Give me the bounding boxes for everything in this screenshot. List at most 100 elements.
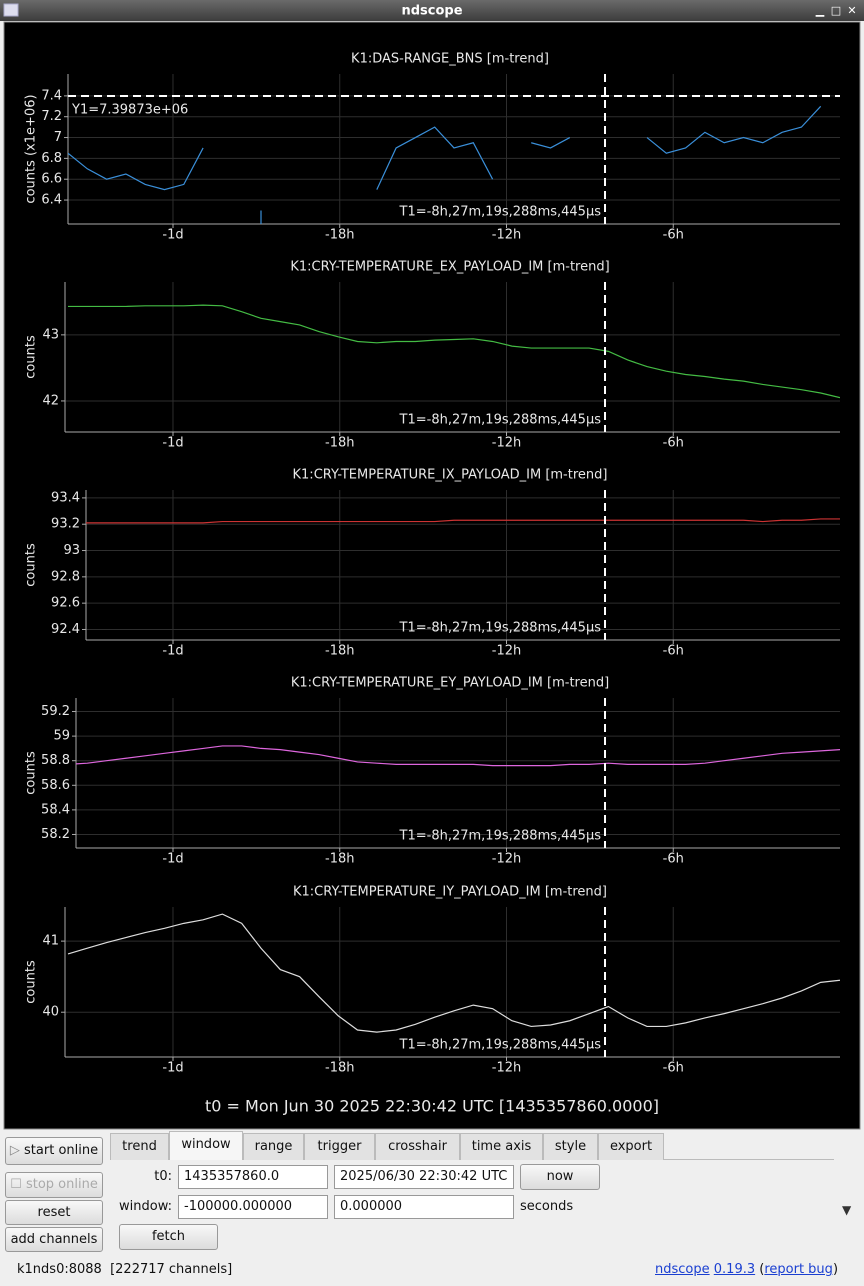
t0-label: t0 = Mon Jun 30 2025 22:30:42 UTC [14353… [205, 1097, 659, 1116]
x-tick-label: -18h [325, 644, 354, 659]
paren: ( [759, 1262, 765, 1277]
t1-label: T1=-8h,27m,19s,288ms,445µs [399, 1038, 602, 1053]
x-tick-label: -12h [492, 644, 521, 659]
reset-button[interactable]: reset [5, 1200, 103, 1225]
y-tick-label: 92.4 [51, 622, 80, 637]
t0-gps-input[interactable]: 1435357860.0 [178, 1165, 328, 1189]
x-tick-label: -6h [663, 436, 684, 451]
x-tick-label: -18h [325, 1061, 354, 1076]
x-tick-label: -1d [162, 228, 183, 243]
y-tick-label: 40 [42, 1005, 59, 1020]
channel-count: [222717 channels] [110, 1262, 233, 1277]
x-tick-label: -6h [663, 1061, 684, 1076]
tab[interactable]: style [543, 1133, 598, 1160]
y-tick-label: 6.4 [41, 193, 62, 208]
y-tick-label: 43 [42, 327, 59, 342]
tab[interactable]: trend [110, 1133, 169, 1160]
window-field-label: window: [119, 1199, 172, 1214]
tab[interactable]: trigger [304, 1133, 375, 1160]
plot-title: K1:DAS-RANGE_BNS [m-trend] [351, 52, 549, 67]
y-tick-label: 7.4 [41, 88, 62, 103]
y-axis-label: counts (x1e+06) [24, 94, 39, 203]
y-tick-label: 93.2 [51, 517, 80, 532]
trend-line [76, 745, 840, 767]
y-tick-label: 42 [42, 393, 59, 408]
t1-label: T1=-8h,27m,19s,288ms,445µs [399, 829, 602, 844]
plot-title: K1:CRY-TEMPERATURE_IX_PAYLOAD_IM [m-tren… [293, 468, 608, 483]
trend-line [86, 518, 840, 524]
y1-label: Y1=7.39873e+06 [71, 103, 188, 118]
x-tick-label: -18h [325, 228, 354, 243]
x-tick-label: -1d [162, 644, 183, 659]
add-channels-button[interactable]: add channels [5, 1227, 103, 1252]
tab-active[interactable]: window [169, 1131, 243, 1160]
x-tick-label: -12h [492, 852, 521, 867]
tab[interactable]: time axis [460, 1133, 543, 1160]
t0-utc-input[interactable]: 2025/06/30 22:30:42 UTC [334, 1165, 514, 1189]
x-tick-label: -18h [325, 852, 354, 867]
plot-title: K1:CRY-TEMPERATURE_IY_PAYLOAD_IM [m-tren… [293, 885, 607, 900]
window-icon [3, 3, 19, 17]
close[interactable]: ✕ [847, 4, 856, 17]
y-tick-label: 6.6 [41, 172, 62, 187]
expand-arrow[interactable]: ▼ [842, 1203, 852, 1217]
version-link[interactable]: 0.19.3 [713, 1262, 756, 1277]
t1-label: T1=-8h,27m,19s,288ms,445µs [399, 413, 602, 428]
status-version: ndscope 0.19.3 (report bug) [655, 1262, 838, 1277]
x-tick-label: -12h [492, 436, 521, 451]
start-online-button[interactable]: ▷ start online [5, 1137, 103, 1165]
x-tick-label: -6h [663, 852, 684, 867]
paren: ) [832, 1262, 839, 1277]
title-bar [0, 0, 864, 21]
server: k1nds0:8088 [17, 1262, 102, 1277]
units-label: seconds [520, 1199, 574, 1214]
y-axis-label: counts [24, 960, 39, 1004]
x-tick-label: -18h [325, 436, 354, 451]
report-bug-link[interactable]: report bug [764, 1262, 833, 1277]
y-axis-label: counts [24, 751, 39, 795]
y-tick-label: 59 [53, 729, 70, 744]
y-tick-label: 58.8 [41, 753, 70, 768]
t1-label: T1=-8h,27m,19s,288ms,445µs [399, 621, 602, 636]
tab[interactable]: export [598, 1133, 664, 1160]
y-tick-label: 58.2 [41, 827, 70, 842]
x-tick-label: -12h [492, 1061, 521, 1076]
minimize[interactable]: ▁ [815, 4, 825, 17]
x-tick-label: -6h [663, 644, 684, 659]
x-tick-label: -12h [492, 228, 521, 243]
status-server: k1nds0:8088 [222717 channels] [17, 1262, 232, 1277]
now-button[interactable]: now [520, 1164, 600, 1190]
plot-title: K1:CRY-TEMPERATURE_EY_PAYLOAD_IM [m-tren… [291, 676, 609, 691]
plot-area [3, 21, 861, 1130]
y-tick-label: 93.4 [51, 490, 80, 505]
tab[interactable]: crosshair [375, 1133, 460, 1160]
x-tick-label: -1d [162, 436, 183, 451]
x-tick-label: -1d [162, 852, 183, 867]
plot-window: ndscope ▁ □ ✕ t0 = Mon Jun 30 2025 22:30… [0, 0, 864, 1130]
window-end-input[interactable]: 0.000000 [334, 1195, 514, 1219]
y-tick-label: 58.6 [41, 778, 70, 793]
y-tick-label: 92.6 [51, 596, 80, 611]
y-axis-label: counts [24, 335, 39, 379]
y-tick-label: 93 [63, 543, 80, 558]
y-tick-label: 59.2 [41, 704, 70, 719]
tab[interactable]: range [243, 1133, 304, 1160]
trend-line [67, 913, 840, 1033]
window-title: ndscope [401, 4, 462, 19]
y-tick-label: 6.8 [41, 151, 62, 166]
x-tick-label: -1d [162, 1061, 183, 1076]
y-tick-label: 41 [42, 934, 59, 949]
maximize[interactable]: □ [831, 4, 841, 17]
fetch-button[interactable]: fetch [119, 1224, 218, 1250]
button-label: stop online [25, 1177, 98, 1192]
t1-label: T1=-8h,27m,19s,288ms,445µs [399, 205, 602, 220]
y-tick-label: 7 [54, 130, 62, 145]
window-start-input[interactable]: -100000.000000 [178, 1195, 328, 1219]
y-tick-label: 58.4 [41, 802, 70, 817]
stop-online-button: ☐ stop online [5, 1172, 103, 1198]
trend-line [68, 304, 840, 399]
button-label: start online [24, 1143, 99, 1158]
app-link[interactable]: ndscope [655, 1262, 710, 1277]
x-tick-label: -6h [663, 228, 684, 243]
